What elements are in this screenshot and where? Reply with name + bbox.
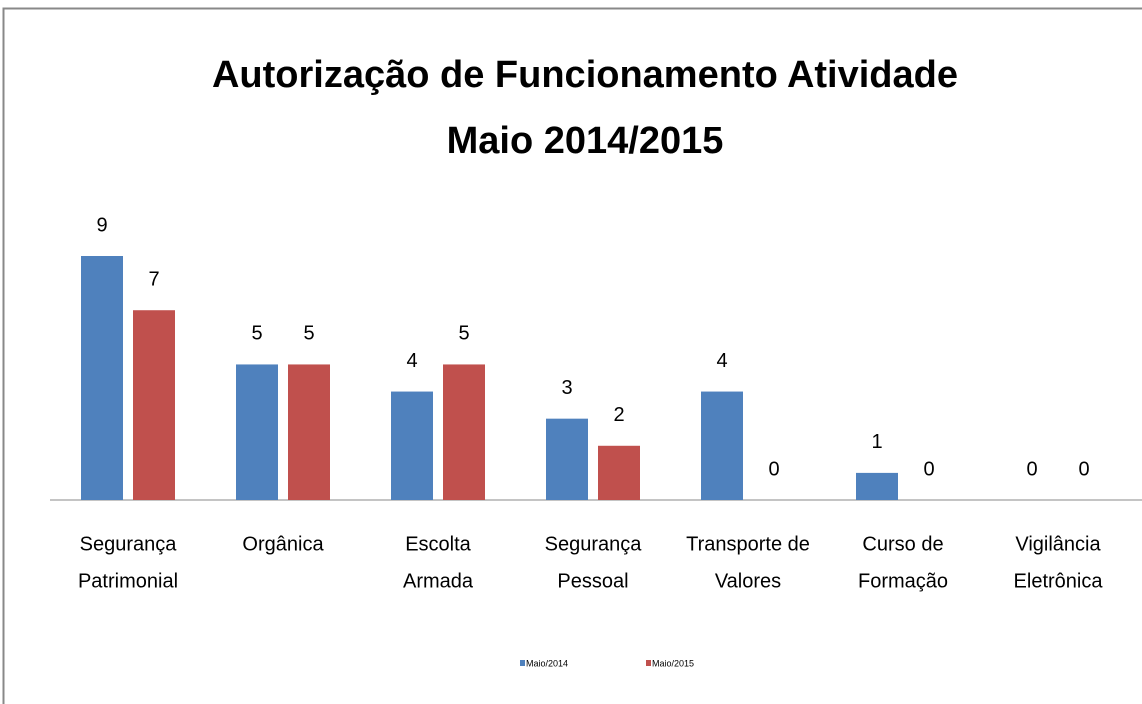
value-label: 5 bbox=[458, 323, 469, 345]
value-label: 5 bbox=[303, 323, 314, 345]
value-label: 1 bbox=[871, 431, 882, 453]
value-label: 4 bbox=[406, 350, 417, 372]
x-tick-label: Segurança bbox=[80, 533, 178, 555]
legend-swatch bbox=[646, 660, 651, 666]
bar bbox=[133, 310, 175, 500]
value-label: 3 bbox=[561, 377, 572, 399]
x-tick-label: Valores bbox=[715, 570, 781, 592]
value-label: 7 bbox=[148, 269, 159, 291]
bar bbox=[856, 472, 898, 500]
value-label: 0 bbox=[1078, 458, 1089, 480]
value-label: 4 bbox=[716, 350, 727, 372]
x-tick-label: Vigilância bbox=[1015, 533, 1101, 555]
legend-swatch bbox=[520, 660, 525, 666]
value-label: 9 bbox=[96, 214, 107, 236]
legend-label: Maio/2014 bbox=[526, 658, 568, 668]
value-label: 0 bbox=[923, 458, 934, 480]
value-label: 5 bbox=[251, 323, 262, 345]
x-tick-label: Pessoal bbox=[557, 570, 628, 592]
x-tick-label: Formação bbox=[858, 570, 948, 592]
bar bbox=[443, 364, 485, 500]
x-tick-label: Segurança bbox=[545, 533, 643, 555]
bar bbox=[546, 418, 588, 500]
bar bbox=[701, 391, 743, 500]
x-tick-label: Eletrônica bbox=[1014, 570, 1104, 592]
value-label: 0 bbox=[768, 458, 779, 480]
bar bbox=[236, 364, 278, 500]
x-tick-label: Escolta bbox=[405, 533, 471, 555]
bar bbox=[598, 445, 640, 500]
bar bbox=[81, 256, 123, 500]
value-label: 0 bbox=[1026, 458, 1037, 480]
x-tick-label: Orgânica bbox=[242, 533, 324, 555]
x-tick-label: Curso de bbox=[862, 533, 943, 555]
legend-label: Maio/2015 bbox=[652, 658, 694, 668]
value-label: 2 bbox=[613, 404, 624, 426]
x-tick-label: Transporte de bbox=[686, 533, 810, 555]
chart-title: Maio 2014/2015 bbox=[447, 120, 724, 162]
chart-frame bbox=[2, 7, 1142, 704]
bar bbox=[288, 364, 330, 500]
x-tick-label: Armada bbox=[403, 570, 474, 592]
bar bbox=[391, 391, 433, 500]
x-tick-label: Patrimonial bbox=[78, 570, 178, 592]
chart-title: Autorização de Funcionamento Atividade bbox=[212, 54, 958, 96]
